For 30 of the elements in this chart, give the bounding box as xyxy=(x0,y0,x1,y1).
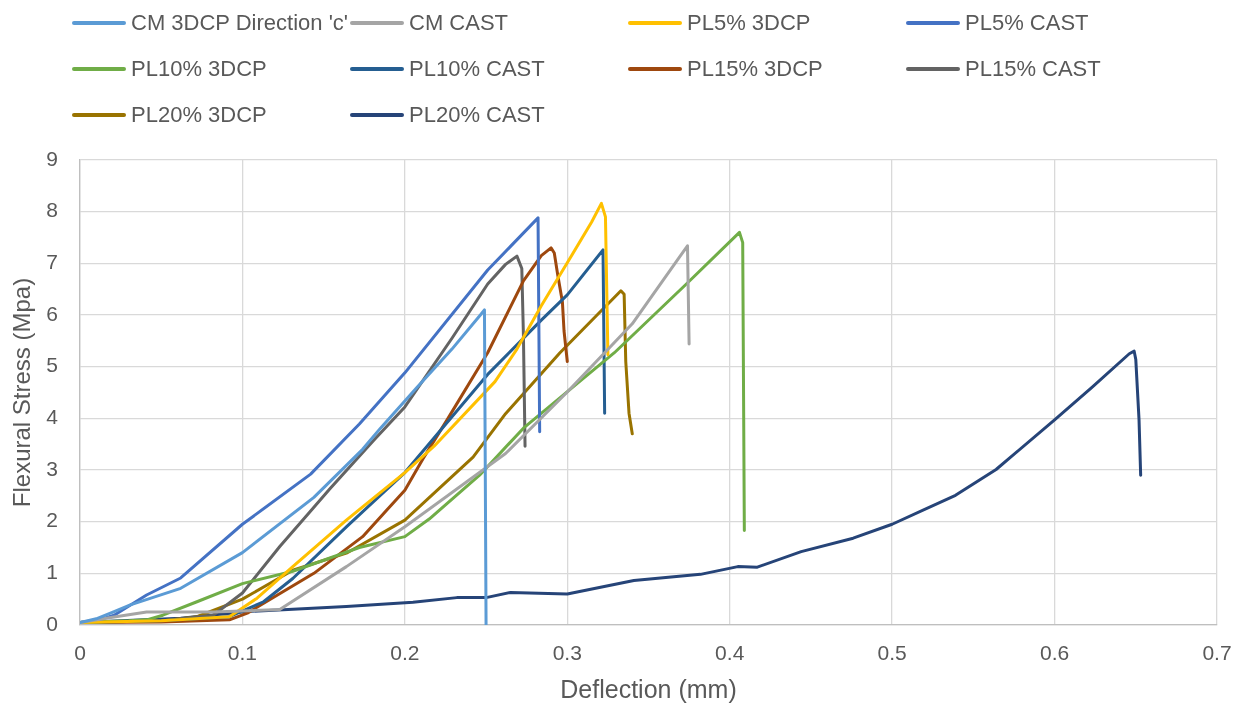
x-tick-label: 0.5 xyxy=(877,641,907,665)
x-tick-label: 0.1 xyxy=(227,641,258,665)
x-axis-title: Deflection (mm) xyxy=(560,675,737,704)
y-tick-label: 7 xyxy=(46,250,58,274)
x-tick-label: 0.3 xyxy=(552,641,582,665)
y-tick-label: 3 xyxy=(46,456,58,480)
y-tick-label: 0 xyxy=(46,611,58,635)
y-tick-label: 9 xyxy=(46,146,58,170)
legend-label: PL10% 3DCP xyxy=(131,55,267,82)
legend-label: PL5% 3DCP xyxy=(687,9,811,36)
x-tick-label: 0.6 xyxy=(1039,641,1070,665)
legend-label: PL10% CAST xyxy=(409,55,545,82)
legend-label: PL15% CAST xyxy=(965,55,1101,82)
y-tick-label: 2 xyxy=(46,508,58,532)
y-tick-label: 1 xyxy=(46,560,58,584)
legend-label: PL15% 3DCP xyxy=(687,55,823,82)
legend-label: PL20% CAST xyxy=(409,101,545,128)
x-tick-label: 0.4 xyxy=(715,641,745,665)
y-tick-label: 8 xyxy=(46,198,58,222)
y-tick-label: 5 xyxy=(46,353,58,377)
y-tick-label: 6 xyxy=(46,301,58,325)
legend-label: CM 3DCP Direction 'c' xyxy=(131,9,349,36)
legend-label: PL5% CAST xyxy=(965,9,1089,36)
y-tick-label: 4 xyxy=(46,405,59,429)
y-axis-title: Flexural Stress (Mpa) xyxy=(7,277,35,508)
legend-label: PL20% 3DCP xyxy=(131,101,267,128)
x-tick-label: 0.2 xyxy=(390,641,420,665)
legend-label: CM CAST xyxy=(409,9,508,36)
x-tick-label: 0 xyxy=(74,641,86,665)
x-tick-label: 0.7 xyxy=(1202,641,1232,665)
